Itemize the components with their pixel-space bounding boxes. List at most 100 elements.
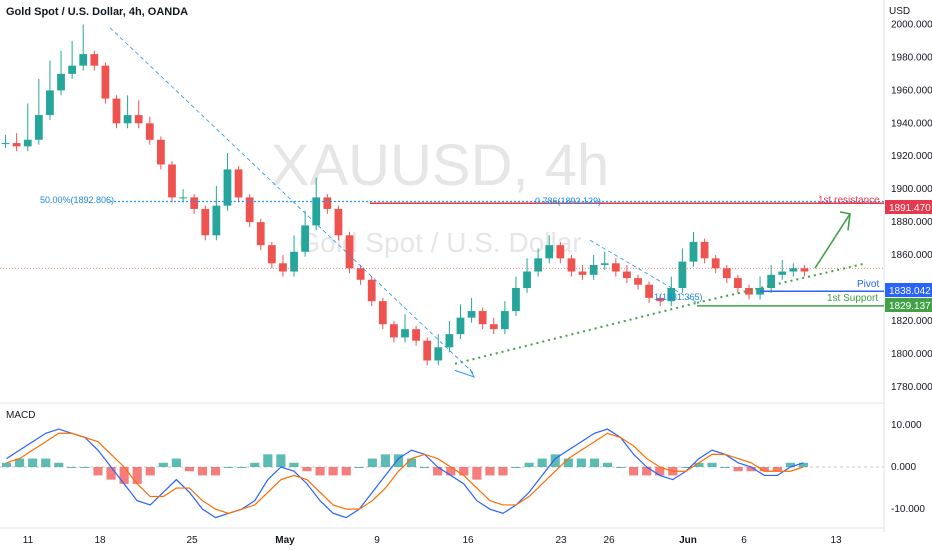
macd-histogram-bar	[420, 467, 430, 468]
time-tick-label: May	[275, 535, 295, 546]
price-tick-label: 1820.000	[891, 316, 932, 327]
signal-line	[6, 432, 804, 514]
candle-body	[412, 329, 420, 341]
candle-body	[46, 90, 54, 116]
resistance-badge	[885, 200, 932, 214]
macd-histogram-bar	[694, 462, 704, 467]
candle-body	[800, 268, 809, 272]
macd-histogram-bar	[237, 467, 247, 468]
candle-body	[57, 73, 65, 91]
pivot-label: Pivot	[857, 279, 879, 290]
candle-body	[179, 197, 187, 199]
candle-body	[390, 324, 398, 338]
price-tick-label: 1880.000	[891, 217, 932, 228]
candle-body	[290, 251, 298, 272]
macd-histogram-bar	[589, 458, 600, 467]
macd-histogram-bar	[733, 467, 743, 472]
macd-histogram-bar	[158, 462, 168, 467]
candle-body	[12, 143, 21, 147]
projection-arrow-head	[839, 211, 851, 231]
candle-body	[656, 297, 665, 302]
candle-body	[256, 222, 265, 246]
macd-histogram-bar	[67, 467, 77, 468]
resistance-label: 1st resistance	[818, 195, 880, 206]
macd-histogram-bar	[354, 467, 364, 468]
candle-body	[123, 115, 132, 124]
macd-histogram-bar	[119, 467, 129, 484]
candle-body	[378, 301, 387, 325]
price-tick-label: 1960.000	[891, 85, 932, 96]
candle-body	[489, 324, 498, 330]
support-trendline-2	[696, 262, 867, 304]
macd-histogram-bar	[537, 458, 547, 467]
candle-body	[234, 169, 243, 198]
macd-tick-label: -10.000	[891, 504, 925, 515]
chart-title: Gold Spot / U.S. Dollar, 4h, OANDA	[6, 6, 189, 18]
price-tick-label: 1800.000	[891, 349, 932, 360]
macd-histogram-bar	[642, 467, 652, 476]
macd-histogram-bar	[380, 454, 390, 467]
candle-body	[323, 197, 332, 209]
time-tick-label: 9	[374, 535, 380, 546]
candle-body	[745, 288, 753, 295]
candle-body	[401, 329, 409, 338]
macd-histogram-bar	[720, 467, 730, 468]
macd-histogram-bar	[511, 467, 521, 468]
candle-body	[512, 288, 520, 312]
candle-body	[478, 311, 487, 325]
macd-histogram-bar	[433, 467, 443, 476]
candle-body	[1, 143, 10, 145]
price-tick-label: 1940.000	[891, 118, 932, 129]
watermark-symbol: XAUUSD, 4h	[271, 133, 609, 198]
candle-body	[101, 65, 110, 99]
time-tick-label: 16	[462, 535, 474, 546]
macd-histogram-bar	[615, 467, 626, 468]
macd-histogram-bar	[446, 467, 456, 476]
price-tick-label: 2000.000	[891, 19, 932, 30]
candle-body	[733, 278, 742, 288]
candlestick-series	[1, 24, 809, 366]
candle-body	[434, 347, 443, 361]
macd-histogram-bar	[315, 467, 325, 476]
candle-body	[534, 258, 543, 272]
candle-body	[623, 271, 631, 279]
macd-tick-label: 10.000	[891, 420, 922, 431]
macd-histogram-bar	[276, 454, 286, 467]
macd-histogram-bar	[132, 467, 142, 484]
macd-histogram-bar	[28, 458, 38, 467]
macd-histogram-bar	[602, 462, 613, 467]
macd-panel: 10.000 0.000 -10.000	[0, 420, 925, 519]
macd-histogram-bar	[563, 458, 573, 467]
candle-body	[134, 115, 143, 124]
macd-histogram-bar	[393, 454, 404, 467]
candle-body	[423, 340, 432, 361]
currency-label: USD	[889, 6, 911, 17]
macd-histogram-bar	[210, 467, 221, 476]
candle-body	[445, 334, 454, 348]
candle-body	[778, 271, 787, 275]
macd-histogram-bar	[171, 458, 181, 467]
candle-body	[212, 205, 221, 236]
candle-body	[157, 139, 165, 165]
macd-histogram-bar	[289, 462, 299, 467]
macd-histogram-bar	[472, 467, 482, 480]
resistance-badge-value: 1891.470	[889, 203, 931, 214]
candle-body	[112, 98, 121, 124]
candle-body	[600, 263, 609, 265]
candle-body	[90, 54, 99, 66]
candle-body	[301, 225, 310, 252]
price-tick-label: 1980.000	[891, 52, 932, 63]
macd-histogram-bar	[341, 467, 351, 476]
candle-body	[312, 197, 321, 226]
candle-body	[201, 208, 210, 236]
candle-body	[34, 115, 43, 140]
macd-histogram-bar	[498, 467, 508, 476]
drawing-overlays	[0, 27, 884, 378]
candle-body	[79, 54, 88, 66]
macd-histogram-bar	[707, 462, 717, 467]
candle-body	[145, 123, 154, 140]
macd-histogram-bar	[367, 458, 377, 467]
macd-histogram-bar	[302, 467, 312, 472]
fib-label-786: 0.786(1892.129)	[535, 196, 601, 206]
